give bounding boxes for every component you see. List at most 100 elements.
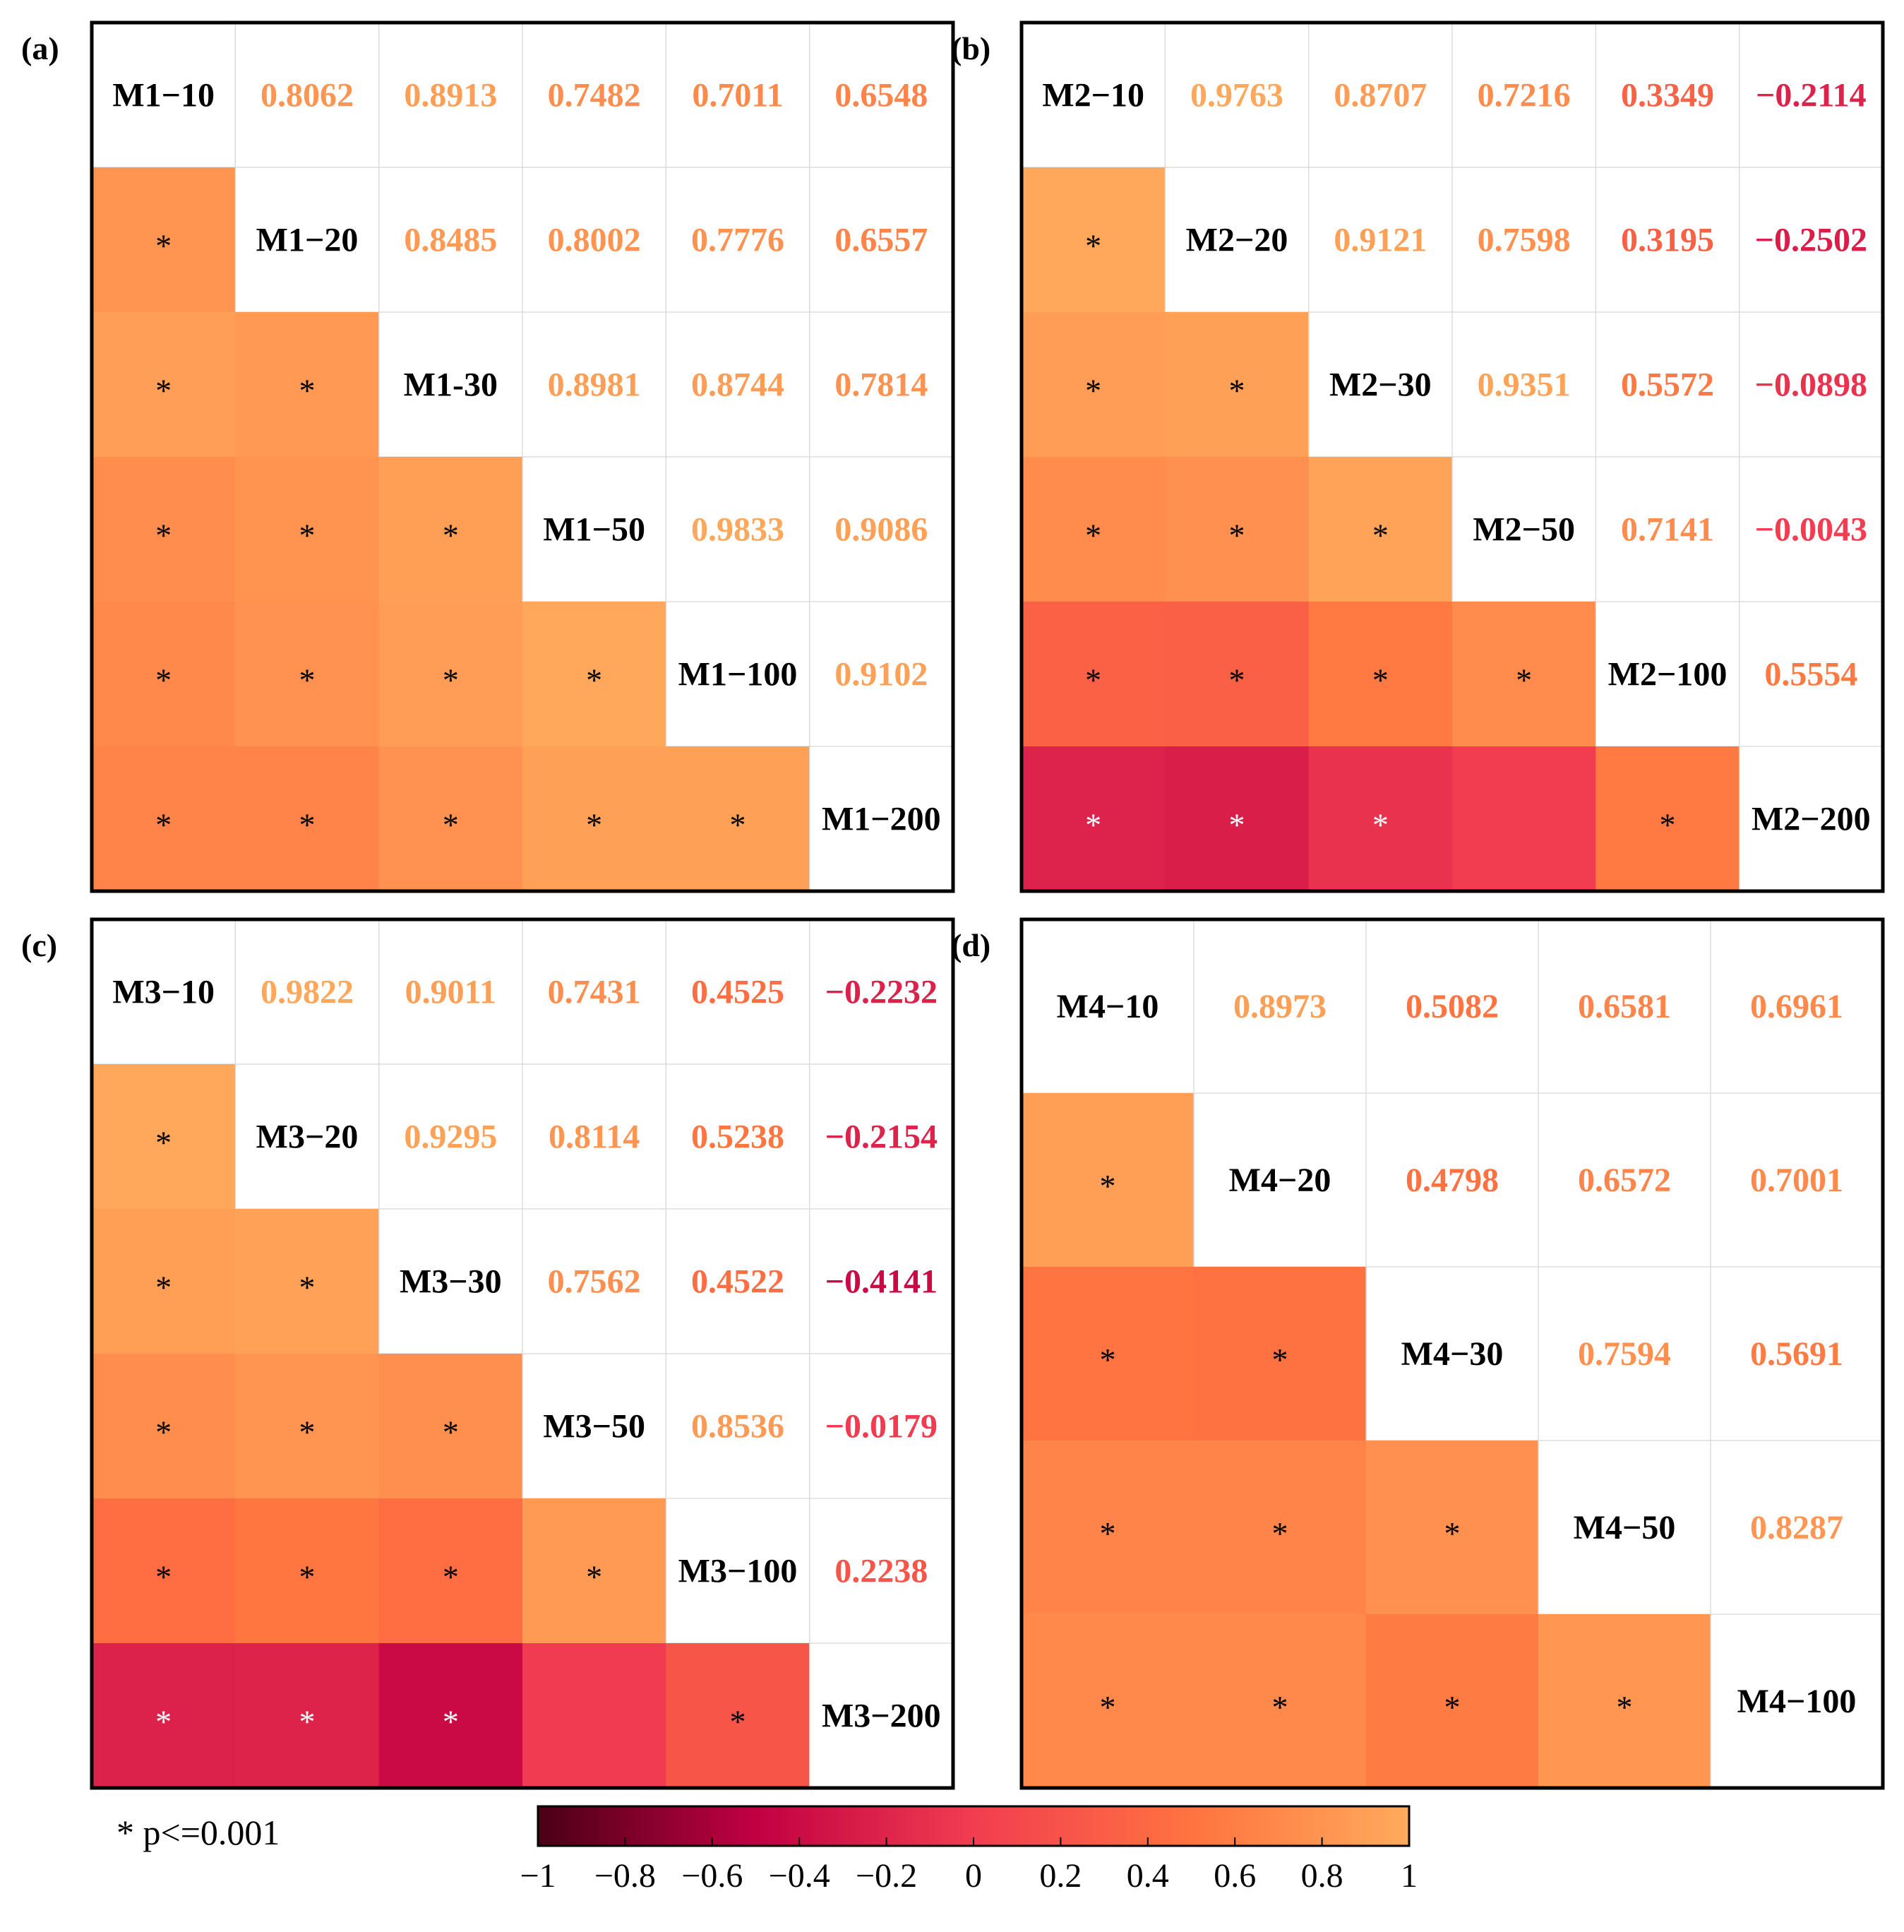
correlation-value: 0.9086: [834, 511, 928, 549]
heatmap-cell: [1022, 1093, 1195, 1268]
significance-star: *: [1272, 1689, 1288, 1725]
heatmap-cell: [235, 457, 380, 602]
colorbar-tick-label: −0.8: [594, 1857, 656, 1895]
correlation-value: 0.7482: [548, 77, 641, 114]
significance-star: *: [299, 662, 316, 698]
correlation-value: 0.8485: [404, 222, 497, 259]
variable-label: M2−20: [1186, 222, 1288, 259]
significance-star: *: [730, 807, 746, 843]
heatmap-cell: [235, 602, 380, 747]
heatmap-cell: [1022, 312, 1166, 458]
significance-star: *: [443, 662, 459, 698]
significance-star: *: [443, 1559, 459, 1595]
significance-star: *: [1100, 1515, 1116, 1551]
correlation-value: 0.6581: [1578, 988, 1671, 1025]
significance-star: *: [1085, 228, 1101, 264]
heatmap-cell: [92, 746, 236, 892]
significance-star: *: [155, 807, 172, 843]
correlation-value: 0.5082: [1406, 988, 1499, 1025]
significance-star: *: [586, 1559, 602, 1595]
correlation-value: 0.8707: [1334, 77, 1427, 114]
variable-label: M1−50: [543, 511, 645, 549]
heatmap-cell: [235, 1498, 380, 1644]
colorbar-tick-label: 0.4: [1127, 1857, 1169, 1895]
significance-star: *: [1229, 518, 1245, 554]
heatmap-cell: [235, 1354, 380, 1499]
correlation-value: 0.8913: [404, 77, 497, 114]
heatmap-cell: [1022, 457, 1166, 602]
significance-star: *: [155, 373, 172, 409]
significance-star: *: [155, 662, 172, 698]
variable-label: M2−30: [1329, 366, 1432, 404]
significance-star: *: [1100, 1168, 1116, 1204]
significance-star: *: [155, 1270, 172, 1306]
heatmap-cell: [1194, 1267, 1367, 1441]
heatmap-cell: [1194, 1441, 1367, 1615]
significance-star: *: [155, 1125, 172, 1161]
variable-label: M4−100: [1737, 1683, 1857, 1720]
variable-label: M4−30: [1401, 1335, 1504, 1373]
significance-star: *: [586, 807, 602, 843]
correlation-value: 0.7814: [834, 366, 928, 404]
panel-1: M2−10 0.9763 0.8707 0.7216 0.3349 −0.2114 * M2−…: [951, 20, 1885, 893]
correlation-value: 0.9121: [1334, 222, 1427, 259]
heatmap-cell: [235, 312, 380, 458]
significance-star: *: [299, 1559, 316, 1595]
significance-star: *: [1617, 1689, 1633, 1725]
correlation-value: −0.0043: [1755, 511, 1867, 549]
correlation-value: 0.8002: [548, 222, 641, 259]
correlation-value: 0.6961: [1750, 988, 1843, 1025]
correlation-value: −0.2232: [825, 974, 938, 1011]
significance-star: *: [1372, 807, 1389, 843]
significance-star: *: [299, 518, 316, 554]
significance-star: *: [1516, 662, 1532, 698]
correlation-value: −0.2502: [1755, 222, 1867, 259]
significance-star: *: [299, 373, 316, 409]
significance-star: *: [155, 1414, 172, 1450]
significance-star: *: [155, 518, 172, 554]
correlation-value: 0.5572: [1621, 366, 1714, 404]
variable-label: M3−20: [256, 1119, 359, 1156]
significance-star: *: [586, 662, 602, 698]
correlation-value: 0.6572: [1578, 1162, 1671, 1199]
significance-star: *: [1229, 807, 1245, 843]
correlation-value: 0.5238: [691, 1119, 784, 1156]
panel-3: M4−10 0.8973 0.5082 0.6581 0.6961 * M4−20 0.479…: [951, 917, 1885, 1790]
variable-label: M1-30: [404, 366, 498, 404]
significance-star: *: [1372, 518, 1389, 554]
correlation-value: −0.2114: [1756, 77, 1867, 114]
heatmap-cell: [1308, 602, 1453, 747]
panel-label: (b): [951, 30, 990, 66]
heatmap-cell: [1022, 746, 1166, 892]
significance-star: *: [1085, 807, 1101, 843]
correlation-value: 0.6548: [834, 77, 928, 114]
heatmap-cell: [378, 602, 523, 747]
significance-star: *: [730, 1704, 746, 1740]
heatmap-cell: [1022, 602, 1166, 747]
colorbar-tick-label: 1: [1401, 1857, 1418, 1895]
correlation-value: −0.4141: [825, 1263, 938, 1301]
heatmap-cell: [92, 1209, 236, 1354]
significance-star: *: [1272, 1515, 1288, 1551]
colorbar-tick-label: 0.8: [1301, 1857, 1343, 1895]
significance-star: *: [1660, 807, 1676, 843]
heatmap-cell: [92, 1354, 236, 1499]
significance-star: *: [299, 1414, 316, 1450]
correlation-value: −0.0898: [1755, 366, 1867, 404]
correlation-value: 0.6557: [834, 222, 928, 259]
significance-star: *: [299, 1270, 316, 1306]
significance-star: *: [1085, 518, 1101, 554]
correlation-value: 0.9833: [691, 511, 784, 549]
colorbar-tick-label: −0.6: [681, 1857, 743, 1895]
heatmap-cell: [522, 1498, 666, 1644]
significance-star: *: [1229, 662, 1245, 698]
heatmap-cell: [1022, 1267, 1195, 1441]
panel-0: M1−10 0.8062 0.8913 0.7482 0.7011 0.6548 * M1−2…: [21, 20, 955, 893]
correlation-value: 0.8973: [1233, 988, 1327, 1025]
heatmap-cell: [1165, 312, 1310, 458]
correlation-value: −0.0179: [825, 1408, 938, 1445]
heatmap-cell: [522, 746, 666, 892]
significance-star: *: [1372, 662, 1389, 698]
correlation-value: 0.8744: [691, 366, 784, 404]
heatmap-cell: [92, 1498, 236, 1644]
